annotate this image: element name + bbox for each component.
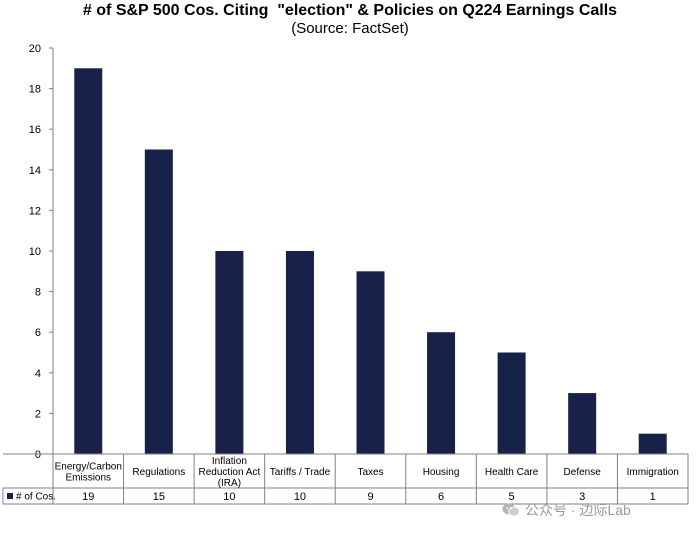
y-tick-label: 12 (29, 205, 41, 217)
chart-subtitle: (Source: FactSet) (291, 20, 409, 37)
x-tick-label: Reduction Act (199, 467, 261, 478)
wechat-icon (502, 503, 520, 517)
legend-swatch (7, 493, 13, 499)
bar (144, 149, 173, 454)
data-label: 19 (82, 491, 94, 503)
bar (568, 393, 597, 454)
x-tick-label: Regulations (132, 467, 185, 478)
y-tick-label: 16 (29, 124, 41, 136)
chart-title: # of S&P 500 Cos. Citing "election" & Po… (82, 2, 618, 19)
data-label: 10 (294, 491, 306, 503)
x-tick-label: Inflation (212, 456, 247, 467)
data-label: 9 (367, 491, 373, 503)
data-label: 6 (438, 491, 444, 503)
bar (356, 271, 385, 454)
x-tick-label: Defense (564, 467, 602, 478)
y-tick-label: 14 (29, 165, 41, 177)
bar (215, 251, 244, 454)
x-tick-label: Energy/Carbon (55, 462, 122, 473)
data-label: 15 (153, 491, 165, 503)
x-tick-label: Health Care (485, 467, 539, 478)
y-tick-label: 2 (35, 408, 41, 420)
x-tick-label: (IRA) (218, 478, 241, 489)
watermark-text: 公众号 · 边际Lab (525, 502, 631, 518)
y-tick-label: 18 (29, 84, 41, 96)
bar (638, 433, 667, 454)
y-tick-label: 10 (29, 246, 41, 258)
data-label: 10 (223, 491, 235, 503)
bar (497, 352, 526, 454)
y-tick-label: 20 (29, 43, 41, 55)
data-label: 5 (509, 491, 515, 503)
data-label: 1 (650, 491, 656, 503)
y-tick-label: 6 (35, 327, 41, 339)
x-tick-label: Immigration (627, 467, 679, 478)
bar (285, 251, 314, 454)
watermark: 公众号 · 边际Lab (502, 500, 631, 520)
bar (74, 68, 103, 455)
x-tick-label: Emissions (65, 473, 111, 484)
data-label: 3 (579, 491, 585, 503)
y-tick-label: 4 (35, 368, 41, 380)
legend-label: # of Cos. (16, 492, 56, 503)
y-tick-label: 8 (35, 287, 41, 299)
y-tick-label: 0 (35, 449, 41, 461)
x-tick-label: Taxes (357, 467, 383, 478)
x-tick-label: Tariffs / Trade (270, 467, 331, 478)
x-tick-label: Housing (423, 467, 460, 478)
bar (427, 332, 456, 454)
